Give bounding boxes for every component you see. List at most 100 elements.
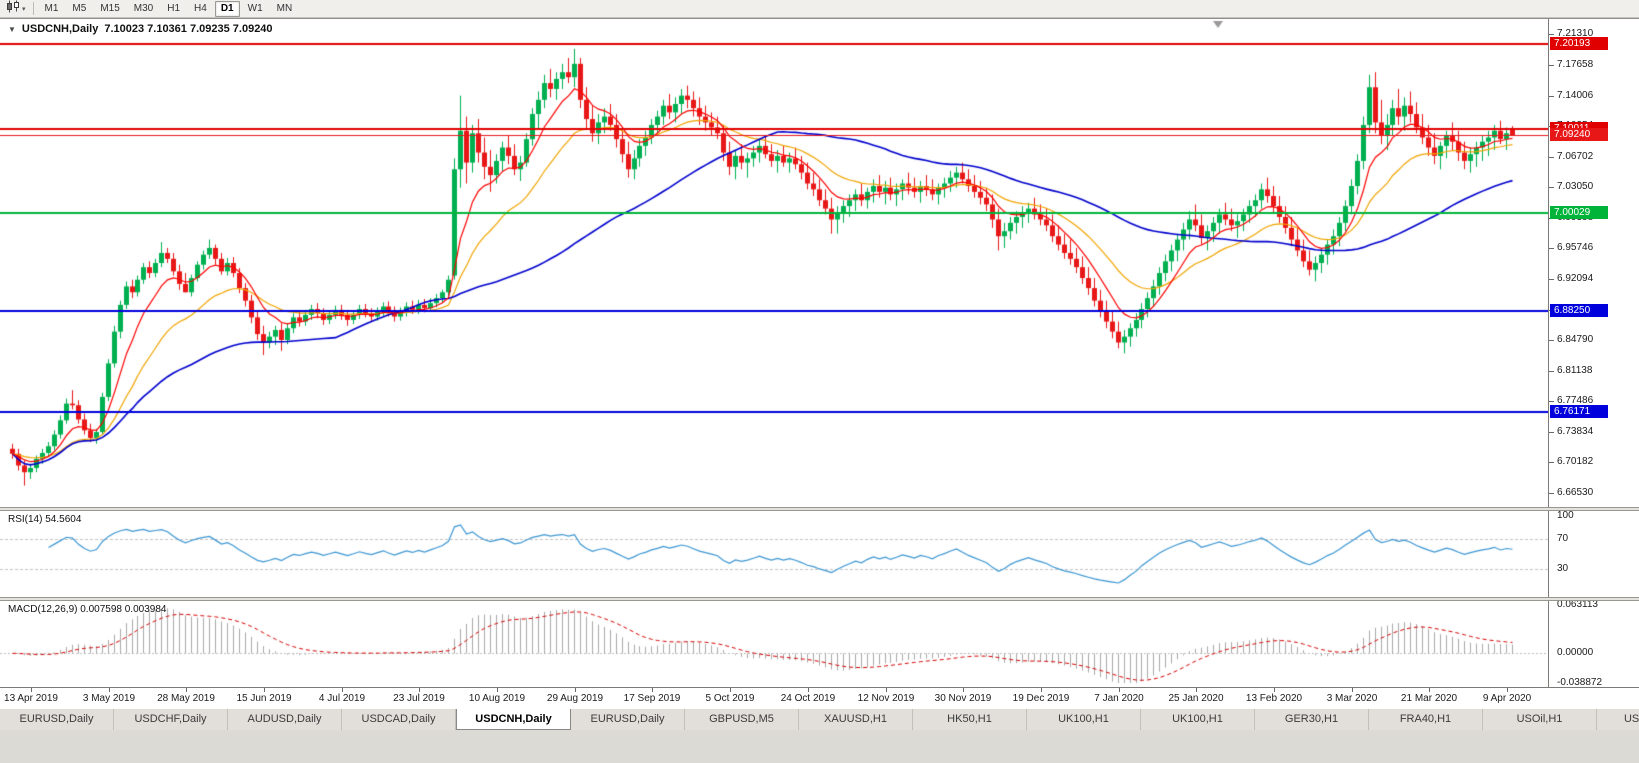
rsi-indicator-canvas[interactable] (0, 511, 1548, 597)
date-tick-mark (1196, 688, 1197, 692)
chart-tab-audusd-daily[interactable]: AUDUSD,Daily (228, 709, 342, 730)
date-tick-mark (419, 688, 420, 692)
date-tick-mark (1119, 688, 1120, 692)
price-tick-label: 7.21310 (1557, 28, 1594, 39)
price-tick-label: 7.06702 (1557, 151, 1594, 162)
rsi-axis-label: 100 (1557, 510, 1574, 521)
date-tick-mark (1507, 688, 1508, 692)
date-label: 13 Apr 2019 (4, 693, 58, 704)
time-axis[interactable]: 13 Apr 2019 3 May 2019 28 May 2019 15 Jun 2… (0, 687, 1639, 709)
macd-axis-label: 0.063113 (1557, 599, 1598, 610)
period-button-d1[interactable]: D1 (214, 0, 240, 17)
chart-title-dropdown-icon: ▼ (8, 24, 16, 34)
chart-tab-fra40-h1[interactable]: FRA40,H1 (1369, 709, 1483, 730)
chart-tab-gbpusd-m5[interactable]: GBPUSD,M5 (685, 709, 799, 730)
chart-ohlc-values: 7.10023 7.10361 7.09235 7.09240 (104, 23, 273, 35)
price-tick-mark (1549, 462, 1554, 463)
price-tick-mark (1549, 340, 1554, 341)
price-tick-mark (1549, 65, 1554, 66)
chart-tab-ger30-h1[interactable]: GER30,H1 (1255, 709, 1369, 730)
date-tick-mark (497, 688, 498, 692)
chart-tab-usdchf-daily[interactable]: USDCHF,Daily (114, 709, 228, 730)
period-button-m15[interactable]: M15 (100, 2, 120, 14)
price-tick-label: 6.66530 (1557, 487, 1594, 498)
period-button-m5[interactable]: M5 (72, 2, 87, 14)
period-button-h1[interactable]: H1 (167, 2, 181, 14)
period-button-mn[interactable]: MN (276, 2, 293, 14)
date-tick-mark (31, 688, 32, 692)
chart-tab-xauusd-h1[interactable]: XAUUSD,H1 (799, 709, 913, 730)
price-tick-label: 6.73834 (1557, 426, 1594, 437)
date-label: 7 Jan 2020 (1094, 693, 1144, 704)
price-axis[interactable]: 7.213107.176587.140067.103547.067027.030… (1548, 19, 1639, 688)
chart-tab-hk50-h1[interactable]: HK50,H1 (913, 709, 1027, 730)
date-tick-mark (1274, 688, 1275, 692)
period-button-m1[interactable]: M1 (44, 2, 59, 14)
period-button-w1[interactable]: W1 (247, 2, 263, 14)
date-label: 28 May 2019 (157, 693, 215, 704)
chart-tab-uk100-h1[interactable]: UK100,H1 (1141, 709, 1255, 730)
date-tick-mark (575, 688, 576, 692)
chart-tab-eurusd-daily[interactable]: EURUSD,Daily (0, 709, 114, 730)
chart-type-dropdown[interactable]: ▾ (3, 0, 29, 18)
chart-window: ▼ USDCNH,Daily 7.10023 7.10361 7.09235 7… (0, 18, 1639, 709)
candlestick-chart-icon (6, 0, 20, 18)
chart-tab-usoil-h1[interactable]: USOil,H1 (1483, 709, 1597, 730)
panel-divider[interactable] (0, 507, 1639, 511)
chart-tabs-bar: EURUSD,Daily USDCHF,Daily AUDUSD,Daily USDC… (0, 708, 1639, 730)
chart-tab-uk100-h1[interactable]: UK100,H1 (1027, 709, 1141, 730)
price-tick-label: 7.14006 (1557, 90, 1594, 101)
price-tick-label: 6.95746 (1557, 242, 1594, 253)
date-label: 21 Mar 2020 (1400, 693, 1458, 704)
rsi-indicator-label: RSI(14) 54.5604 (8, 514, 82, 525)
date-tick-mark (808, 688, 809, 692)
date-label: 3 May 2019 (82, 693, 136, 704)
date-label: 29 Aug 2019 (546, 693, 604, 704)
date-label: 13 Feb 2020 (1245, 693, 1303, 704)
price-tick-mark (1549, 34, 1554, 35)
timeframes-toolbar: ▾ M1 M5 M15 M30 H1 H4 D1 W1 MN (0, 0, 1639, 18)
chart-tab-usdcad-daily[interactable]: USDCAD,Daily (342, 709, 456, 730)
date-label: 9 Apr 2020 (1482, 693, 1532, 704)
date-label: 24 Oct 2019 (780, 693, 836, 704)
price-badge-resistance: 7.20193 (1550, 37, 1608, 50)
rsi-axis-label: 30 (1557, 563, 1569, 574)
date-tick-mark (1041, 688, 1042, 692)
date-tick-mark (963, 688, 964, 692)
chart-tab-eurusd-daily[interactable]: EURUSD,Daily (571, 709, 685, 730)
date-label: 23 Jul 2019 (393, 693, 445, 704)
date-tick-mark (109, 688, 110, 692)
date-tick-mark (1352, 688, 1353, 692)
price-tick-label: 6.70182 (1557, 456, 1594, 467)
chart-tab-usdjpy-h1[interactable]: USDJPY,H1 (1597, 709, 1639, 730)
price-badge-support: 6.88250 (1550, 304, 1608, 317)
date-label: 4 Jul 2019 (318, 693, 366, 704)
price-tick-label: 6.84790 (1557, 334, 1594, 345)
price-tick-mark (1549, 493, 1554, 494)
date-tick-mark (264, 688, 265, 692)
period-buttons-group: M1 M5 M15 M30 H1 H4 D1 W1 MN (38, 0, 300, 17)
date-label: 12 Nov 2019 (857, 693, 915, 704)
date-label: 30 Nov 2019 (934, 693, 992, 704)
date-label: 15 Jun 2019 (236, 693, 292, 704)
macd-axis-label: 0.00000 (1557, 647, 1594, 658)
price-tick-mark (1549, 371, 1554, 372)
price-tick-label: 6.81138 (1557, 365, 1593, 376)
macd-indicator-canvas[interactable] (0, 601, 1548, 687)
date-label: 10 Aug 2019 (468, 693, 526, 704)
date-label: 19 Dec 2019 (1012, 693, 1070, 704)
price-tick-label: 6.92094 (1557, 273, 1594, 284)
rsi-axis-label: 70 (1557, 533, 1569, 544)
panel-divider[interactable] (0, 597, 1639, 601)
price-chart-canvas[interactable] (0, 19, 1548, 507)
price-tick-mark (1549, 96, 1554, 97)
price-tick-label: 6.77486 (1557, 395, 1594, 406)
price-tick-mark (1549, 432, 1554, 433)
period-button-h4[interactable]: H4 (194, 2, 207, 14)
toolbar-separator (32, 2, 34, 15)
chart-symbol-label: USDCNH,Daily (21, 23, 99, 35)
chart-tab-usdcnh-daily[interactable]: USDCNH,Daily (456, 709, 571, 730)
period-button-m30[interactable]: M30 (133, 2, 154, 14)
price-tick-mark (1549, 279, 1554, 280)
date-tick-mark (186, 688, 187, 692)
